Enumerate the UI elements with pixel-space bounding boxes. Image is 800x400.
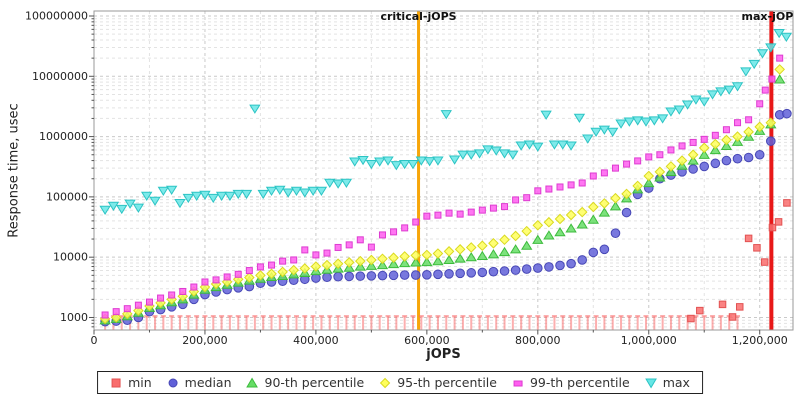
x-tick-label: 400,000 bbox=[293, 334, 339, 347]
p95-marker-icon bbox=[380, 377, 391, 388]
tick-labels: 1000 10000 100000 1000000 10000000 100000000 0… bbox=[25, 9, 788, 347]
x-tick-label: 800,000 bbox=[515, 334, 561, 347]
series-max bbox=[99, 29, 793, 215]
legend: min median 90-th percentile 95-th percen… bbox=[97, 371, 703, 394]
y-tick-label: 100000000 bbox=[25, 9, 88, 22]
y-tick-label: 10000 bbox=[53, 251, 88, 264]
max-jops-label: max-jOPS bbox=[742, 10, 800, 23]
series-p99 bbox=[101, 54, 784, 319]
legend-label: min bbox=[128, 375, 152, 390]
reference-line-labels: critical-jOPS max-jOPS bbox=[380, 10, 800, 23]
x-axis-title: jOPS bbox=[426, 347, 461, 362]
series-min bbox=[102, 199, 791, 330]
gridlines bbox=[94, 11, 793, 330]
legend-label: 90-th percentile bbox=[264, 375, 365, 390]
legend-item-max: max bbox=[644, 375, 690, 390]
legend-item-median: median bbox=[167, 375, 232, 390]
x-tick-label: 200,000 bbox=[182, 334, 228, 347]
p99-marker-icon bbox=[513, 380, 523, 386]
x-tick-label: 1,200,000 bbox=[732, 334, 788, 347]
legend-item-min: min bbox=[110, 375, 152, 390]
p90-marker-icon bbox=[246, 377, 259, 387]
y-tick-label: 1000 bbox=[60, 311, 88, 324]
legend-item-90th-percentile: 90-th percentile bbox=[246, 375, 365, 390]
y-tick-label: 1000000 bbox=[39, 130, 88, 143]
x-tick-label: 0 bbox=[91, 334, 98, 347]
axes bbox=[89, 10, 794, 335]
legend-label: 95-th percentile bbox=[397, 375, 497, 390]
reference-lines bbox=[417, 11, 774, 330]
x-tick-label: 600,000 bbox=[404, 334, 450, 347]
y-tick-label: 10000000 bbox=[32, 70, 88, 83]
critical-jops-label: critical-jOPS bbox=[380, 10, 456, 23]
legend-item-99th-percentile: 99-th percentile bbox=[512, 375, 630, 390]
median-marker-icon bbox=[168, 378, 178, 387]
y-axis-title: Response time, usec bbox=[6, 103, 22, 238]
series-layer bbox=[99, 29, 793, 330]
legend-item-95th-percentile: 95-th percentile bbox=[379, 375, 497, 390]
legend-label: median bbox=[184, 375, 232, 390]
legend-label: 99-th percentile bbox=[529, 375, 630, 390]
y-tick-label: 100000 bbox=[46, 190, 88, 203]
min-marker-icon bbox=[111, 378, 121, 387]
legend-label: max bbox=[662, 375, 690, 390]
x-tick-label: 1,000,000 bbox=[621, 334, 677, 347]
max-marker-icon bbox=[644, 378, 657, 388]
